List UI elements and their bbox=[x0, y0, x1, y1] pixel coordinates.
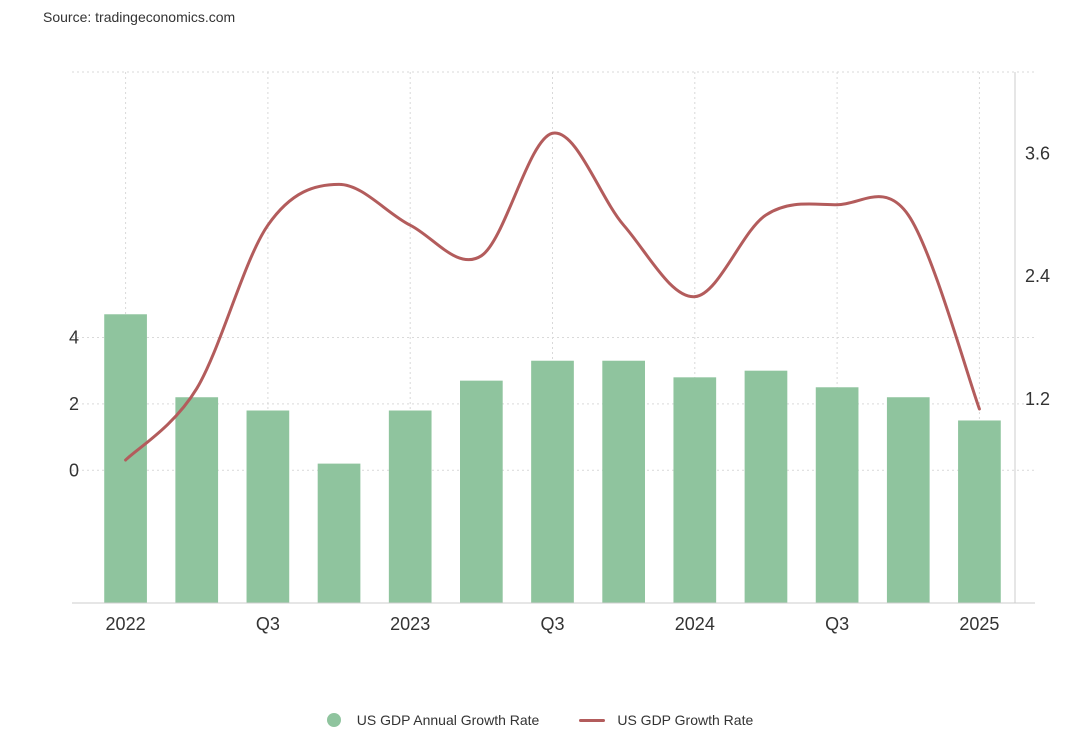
legend-line-swatch bbox=[579, 718, 606, 722]
legend: US GDP Annual Growth Rate US GDP Growth … bbox=[0, 712, 1080, 728]
chart-area: 0 2 4 1.2 2.4 3.6 2022 Q3 2023 Q3 2024 Q3 2025 bbox=[69, 71, 1050, 634]
y-right-tick-label-2: 3.6 bbox=[1025, 144, 1050, 164]
bar-series bbox=[104, 314, 1001, 603]
tick-labels: 0 2 4 1.2 2.4 3.6 2022 Q3 2023 Q3 2024 Q3 2025 bbox=[69, 144, 1050, 634]
bar-12 bbox=[958, 420, 1001, 603]
axes bbox=[72, 72, 1035, 604]
bar-8 bbox=[673, 377, 717, 603]
y-left-tick-label-1: 2 bbox=[69, 394, 79, 414]
bar-1 bbox=[175, 397, 219, 603]
x-tick-label-6: 2025 bbox=[959, 614, 999, 634]
y-right-tick-label-1: 2.4 bbox=[1025, 266, 1050, 286]
line-path bbox=[124, 131, 981, 462]
x-tick-label-1: Q3 bbox=[256, 614, 280, 634]
source-note: Source: tradingeconomics.com bbox=[43, 9, 236, 25]
x-tick-label-5: Q3 bbox=[825, 614, 849, 634]
bar-4 bbox=[388, 410, 432, 603]
legend-item-line[interactable]: US GDP Growth Rate bbox=[579, 712, 753, 728]
bar-9 bbox=[744, 370, 788, 603]
bar-6 bbox=[531, 360, 574, 603]
x-tick-label-3: Q3 bbox=[540, 614, 564, 634]
legend-line-label: US GDP Growth Rate bbox=[617, 712, 754, 728]
x-tick-label-0: 2022 bbox=[106, 614, 146, 634]
legend-item-bar[interactable]: US GDP Annual Growth Rate bbox=[326, 712, 540, 728]
y-left-tick-label-2: 4 bbox=[69, 328, 79, 348]
bar-3 bbox=[317, 463, 361, 603]
bar-5 bbox=[460, 380, 503, 603]
legend-bar-label: US GDP Annual Growth Rate bbox=[356, 712, 540, 728]
line-series bbox=[124, 131, 981, 462]
x-tick-label-4: 2024 bbox=[675, 614, 715, 634]
bar-7 bbox=[602, 360, 645, 603]
bar-10 bbox=[815, 387, 859, 603]
y-left-tick-label-0: 0 bbox=[69, 460, 79, 480]
legend-bar-swatch bbox=[326, 713, 341, 727]
x-tick-label-2: 2023 bbox=[390, 614, 430, 634]
bar-11 bbox=[886, 397, 930, 603]
bar-2 bbox=[246, 410, 290, 603]
y-right-tick-label-0: 1.2 bbox=[1025, 389, 1050, 409]
